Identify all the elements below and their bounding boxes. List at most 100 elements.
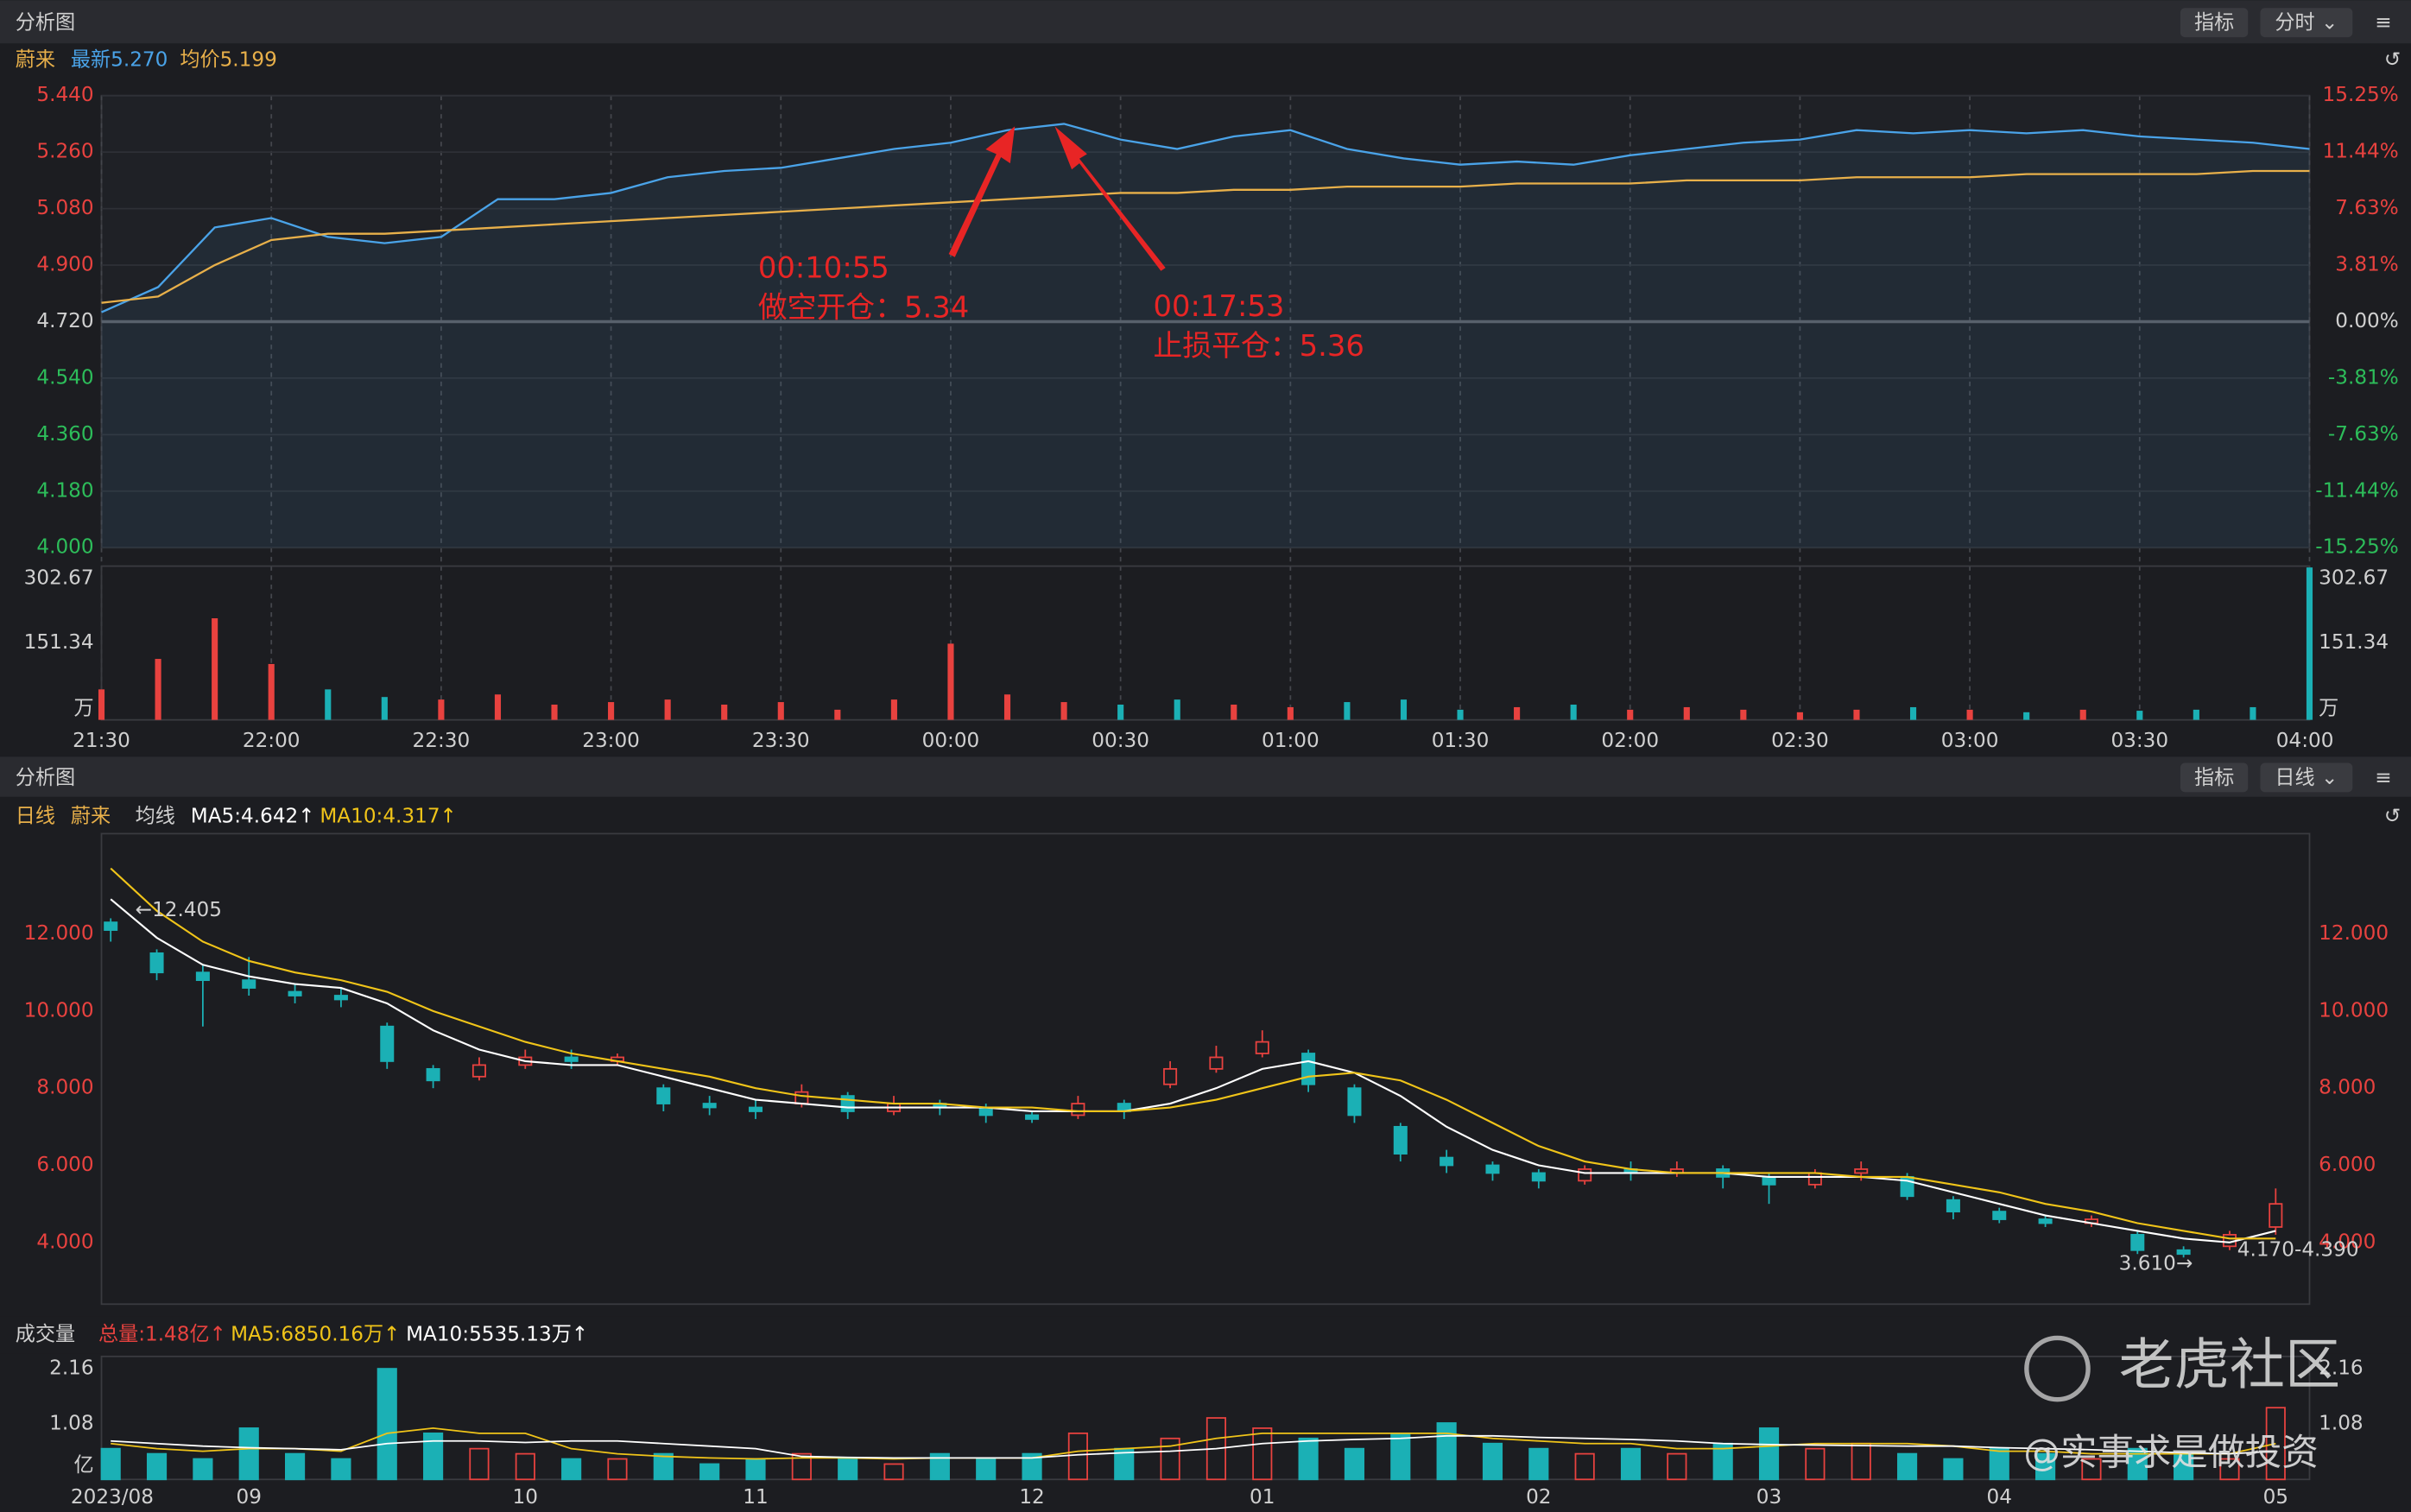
button-label[interactable]: 日线 ⌄ <box>2275 767 2338 789</box>
button-label[interactable]: 分时 ⌄ <box>2275 12 2338 35</box>
candle-body <box>288 990 302 996</box>
y2-tick-label: 8.000 <box>2319 1077 2376 1099</box>
y-tick-label: 302.67 <box>24 566 94 589</box>
volume-bar <box>1231 705 1237 720</box>
volume-bar <box>381 697 388 720</box>
plot-area <box>100 832 2311 1306</box>
volume-bar <box>1989 1447 2009 1481</box>
volume-bar <box>325 689 332 720</box>
watermark-logo <box>2024 1335 2091 1402</box>
watermark: 老虎社区 <box>2119 1334 2340 1398</box>
legend-entry: MA10:4.317↑ <box>320 805 457 827</box>
reset-icon[interactable]: ↺ <box>2384 805 2401 827</box>
vol-title: 成交量 <box>16 1323 75 1345</box>
total-volume: 总量:1.48亿↑ <box>98 1323 226 1345</box>
y-tick-label: 12.000 <box>24 922 94 945</box>
y-tick-label: 5.440 <box>36 84 93 106</box>
annotation: 止损平仓：5.36 <box>1153 329 1364 363</box>
volume-bar <box>1436 1422 1457 1481</box>
ma-line <box>110 867 2276 1240</box>
symbol: 蔚来 <box>16 48 55 71</box>
x-tick-label: 2023/08 <box>71 1486 154 1509</box>
volume-bar <box>1740 709 1747 720</box>
y-tick-label: 2.16 <box>49 1357 93 1380</box>
reset-icon[interactable]: ↺ <box>2384 48 2401 71</box>
volume-bar <box>834 709 841 720</box>
candle-body <box>149 952 164 974</box>
volume-bar <box>2136 711 2143 720</box>
volume-bar <box>2081 1458 2102 1481</box>
bottom-header <box>0 756 2411 797</box>
volume-bar <box>2306 567 2313 720</box>
x-tick-label: 03:30 <box>2110 730 2168 752</box>
volume-bar <box>745 1458 766 1481</box>
watermark: @实事求是做投资 <box>2023 1431 2319 1474</box>
volume-bar <box>607 1458 628 1481</box>
last-price: 最新5.270 <box>71 48 168 71</box>
candle-body <box>2269 1203 2283 1228</box>
volume-bar <box>1909 706 1917 720</box>
volume-bar <box>551 705 558 720</box>
y2-tick-label: 1.08 <box>2319 1413 2364 1435</box>
x-tick-label: 02:30 <box>1771 730 1829 752</box>
x-tick-label: 04 <box>1987 1486 2012 1509</box>
volume-bar <box>1344 1447 1365 1481</box>
y-tick-label: 5.260 <box>36 141 93 163</box>
y-tick-label: 4.000 <box>36 1230 93 1253</box>
volume-bar <box>890 699 897 720</box>
volume-bar <box>268 663 275 720</box>
x-tick-label: 05 <box>2263 1486 2288 1509</box>
button[interactable] <box>2180 762 2249 793</box>
volume-bar <box>146 1452 168 1481</box>
volume-bar <box>1528 1447 1549 1481</box>
x-tick-label: 22:30 <box>413 730 471 752</box>
volume-bar <box>1160 1437 1180 1481</box>
y2-tick-label: 7.63% <box>2335 197 2398 219</box>
x-tick-label: 02:00 <box>1601 730 1659 752</box>
menu-icon[interactable]: ≡ <box>2375 12 2391 35</box>
ma-line <box>111 1427 2276 1460</box>
price-area <box>101 123 2310 548</box>
x-tick-label: 21:30 <box>73 730 130 752</box>
volume-bar <box>1298 1437 1319 1481</box>
volume-bar <box>1252 1427 1273 1481</box>
candle-body <box>2176 1249 2191 1256</box>
x-tick-label: 22:00 <box>243 730 301 752</box>
candle-body <box>104 921 118 931</box>
volume-bar <box>2127 1447 2148 1481</box>
y2-tick-label: -3.81% <box>2328 366 2399 389</box>
button[interactable] <box>2260 762 2353 793</box>
candle-body <box>840 1095 855 1112</box>
y-tick-label: 4.720 <box>36 310 93 332</box>
y2-tick-label: -15.25% <box>2315 536 2399 559</box>
volume-bar <box>1390 1432 1411 1481</box>
volume-bar <box>947 643 954 720</box>
avg-price: 均价5.199 <box>180 48 276 71</box>
volume-bar <box>883 1463 904 1481</box>
volume-bar <box>791 1452 812 1481</box>
candle-body <box>1393 1125 1408 1155</box>
button[interactable] <box>2260 8 2353 38</box>
volume-bar <box>331 1458 351 1481</box>
volume-bar <box>1344 702 1351 720</box>
x-tick-label: 01:30 <box>1432 730 1490 752</box>
button-label[interactable]: 指标 <box>2194 767 2234 789</box>
candle-body <box>1347 1087 1362 1117</box>
candle-body <box>1255 1041 1269 1054</box>
menu-icon[interactable]: ≡ <box>2375 767 2391 789</box>
y2-tick-label: 6.000 <box>2319 1154 2376 1176</box>
x-tick-label: 00:30 <box>1092 730 1149 752</box>
button[interactable] <box>2180 8 2249 38</box>
button-label[interactable]: 指标 <box>2194 12 2234 35</box>
symbol: 蔚来 <box>71 805 111 827</box>
volume-bar <box>1796 712 1803 720</box>
y2-tick-label: -11.44% <box>2315 479 2399 502</box>
ma-line <box>110 898 2276 1243</box>
volume-bar <box>1003 694 1011 720</box>
annotation: 4.170-4.390 <box>2237 1238 2359 1261</box>
x-tick-label: 02 <box>1526 1486 1551 1509</box>
legend-entry: MA10:5535.13万↑ <box>406 1323 588 1345</box>
candle-body <box>1209 1056 1224 1070</box>
y2-tick-label: 0.00% <box>2335 310 2398 332</box>
y-tick-label: 151.34 <box>24 631 94 654</box>
